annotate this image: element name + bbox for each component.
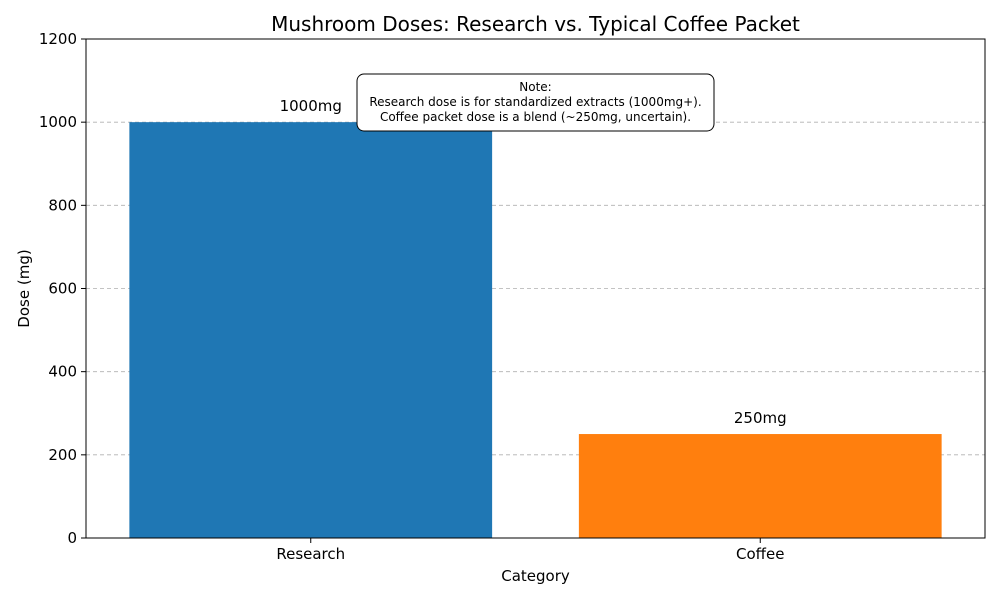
y-tick-label: 200 [48,446,77,464]
data-label-coffee: 250mg [734,409,787,427]
y-tick-label: 800 [48,196,77,214]
y-tick-label: 400 [48,363,77,381]
y-axis-label: Dose (mg) [15,249,33,327]
x-tick-label: Research [276,545,345,563]
note-heading: Note: [519,80,551,94]
x-tick-label: Coffee [736,545,784,563]
chart-title: Mushroom Doses: Research vs. Typical Cof… [271,12,800,36]
data-labels: 1000mg 250mg [280,97,787,427]
bar-research [129,122,493,539]
y-tick-label: 1200 [39,30,77,48]
data-label-research: 1000mg [280,97,342,115]
x-axis-label: Category [501,567,570,585]
note-line-coffee: Coffee packet dose is a blend (~250mg, u… [380,110,691,124]
note-annotation: Note: Research dose is for standardized … [356,73,715,132]
y-axis-ticks: 0 200 400 600 800 1000 1200 [39,30,86,547]
x-axis-ticks: Research Coffee [276,538,784,563]
y-tick-label: 1000 [39,113,77,131]
note-line-research: Research dose is for standardized extrac… [369,95,701,109]
bars [129,122,942,539]
note-box [356,73,715,132]
y-tick-label: 600 [48,280,77,298]
bar-coffee [578,434,942,538]
y-tick-label: 0 [67,529,77,547]
